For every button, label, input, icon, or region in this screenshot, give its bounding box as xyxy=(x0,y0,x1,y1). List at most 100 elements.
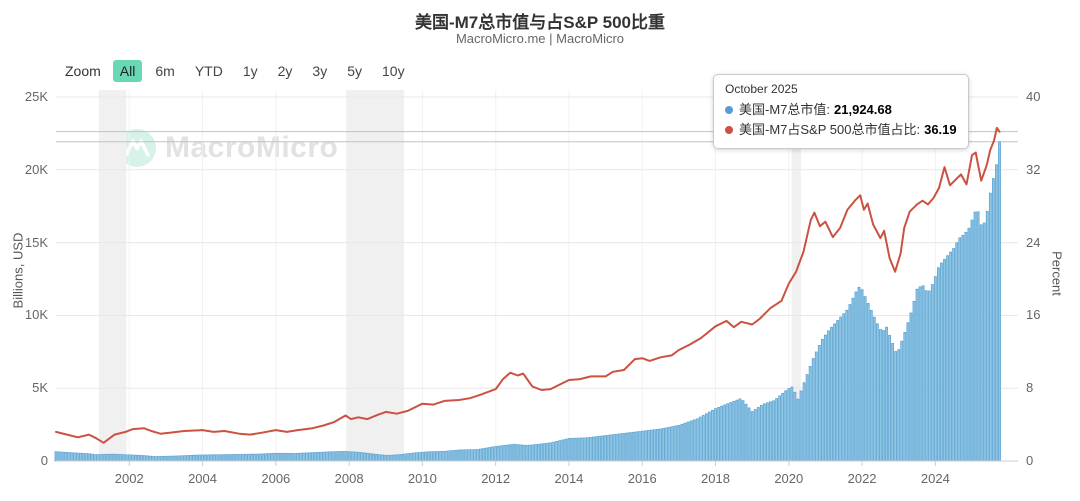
bar xyxy=(979,224,983,462)
bar xyxy=(451,450,455,462)
bar xyxy=(207,454,211,462)
bar xyxy=(714,408,717,462)
bar xyxy=(286,453,290,462)
bar xyxy=(943,258,946,462)
bar xyxy=(143,455,146,462)
left-axis-tick: 10K xyxy=(24,307,48,323)
bar xyxy=(366,452,369,462)
bar xyxy=(967,227,971,462)
bar xyxy=(607,434,611,462)
bar xyxy=(720,405,724,462)
bar xyxy=(952,248,956,462)
bar xyxy=(216,454,220,462)
bar xyxy=(787,388,791,462)
range-button-5y[interactable]: 5y xyxy=(347,63,362,79)
bar xyxy=(839,316,843,462)
bar xyxy=(897,349,901,462)
bar xyxy=(390,454,394,462)
bar xyxy=(430,451,433,462)
bar xyxy=(769,401,772,462)
bar xyxy=(558,440,562,462)
bar xyxy=(103,453,107,462)
bar xyxy=(695,418,699,462)
bar xyxy=(674,425,678,462)
bar xyxy=(530,444,534,462)
bar xyxy=(958,237,962,462)
tooltip-row: 美国-M7总市值: 21,924.68 xyxy=(725,100,957,120)
bar xyxy=(234,454,238,462)
recession-band xyxy=(98,90,127,461)
bar xyxy=(130,454,134,462)
bar xyxy=(387,454,391,462)
bar xyxy=(854,291,858,462)
bar xyxy=(921,285,925,462)
bar xyxy=(564,438,568,462)
bar xyxy=(949,251,953,462)
bar xyxy=(940,262,943,462)
bar xyxy=(875,323,879,462)
range-button-ytd[interactable]: YTD xyxy=(194,63,223,79)
bar xyxy=(930,284,934,462)
bar xyxy=(137,454,140,462)
bar xyxy=(188,455,192,462)
bar xyxy=(277,452,281,462)
watermark: MacroMicro xyxy=(117,128,338,168)
chart-title: 美国-M7总市值与占S&P 500比重 xyxy=(414,13,665,32)
bar xyxy=(283,452,287,462)
bar xyxy=(872,316,876,462)
bar xyxy=(262,453,266,462)
bar xyxy=(869,309,873,462)
bar xyxy=(314,452,317,462)
series-bullet-icon xyxy=(725,106,733,114)
bar xyxy=(301,452,305,462)
range-button-2y[interactable]: 2y xyxy=(277,63,293,79)
bar xyxy=(750,411,754,462)
bar xyxy=(436,451,440,462)
bar xyxy=(411,452,415,462)
bar xyxy=(329,451,333,462)
bar xyxy=(601,435,604,462)
range-button-3y[interactable]: 3y xyxy=(312,63,328,79)
bar xyxy=(292,453,296,462)
bar xyxy=(72,452,76,462)
range-button-6m[interactable]: 6m xyxy=(155,63,175,79)
bar xyxy=(161,456,165,462)
bar xyxy=(970,219,974,462)
bar xyxy=(213,454,217,462)
tooltip-date: October 2025 xyxy=(725,82,798,96)
bar xyxy=(595,436,598,462)
bar xyxy=(964,231,968,462)
bar xyxy=(533,444,537,462)
range-button-1y[interactable]: 1y xyxy=(242,63,258,79)
bar xyxy=(97,454,101,462)
bar xyxy=(649,429,653,462)
bar xyxy=(243,453,247,462)
bar xyxy=(149,455,153,462)
bar xyxy=(167,455,171,462)
bar xyxy=(982,222,986,462)
bar xyxy=(775,398,778,462)
bar xyxy=(176,455,180,462)
bar xyxy=(991,178,995,462)
bar xyxy=(491,446,495,462)
bar xyxy=(521,444,525,462)
bar xyxy=(622,432,626,462)
bar xyxy=(100,454,104,462)
bar xyxy=(378,454,382,462)
bar xyxy=(433,451,437,462)
bar xyxy=(323,451,327,462)
bar xyxy=(393,454,397,462)
bar xyxy=(726,403,730,462)
bar xyxy=(973,211,977,462)
bar xyxy=(222,454,226,462)
range-button-all[interactable]: All xyxy=(112,60,143,82)
bar xyxy=(69,452,73,462)
bar xyxy=(280,452,284,462)
bar xyxy=(924,290,928,462)
bar xyxy=(311,452,314,462)
range-button-10y[interactable]: 10y xyxy=(382,63,405,79)
bar xyxy=(543,443,546,462)
bar xyxy=(888,334,891,462)
macromicro-logo-icon xyxy=(118,129,156,167)
